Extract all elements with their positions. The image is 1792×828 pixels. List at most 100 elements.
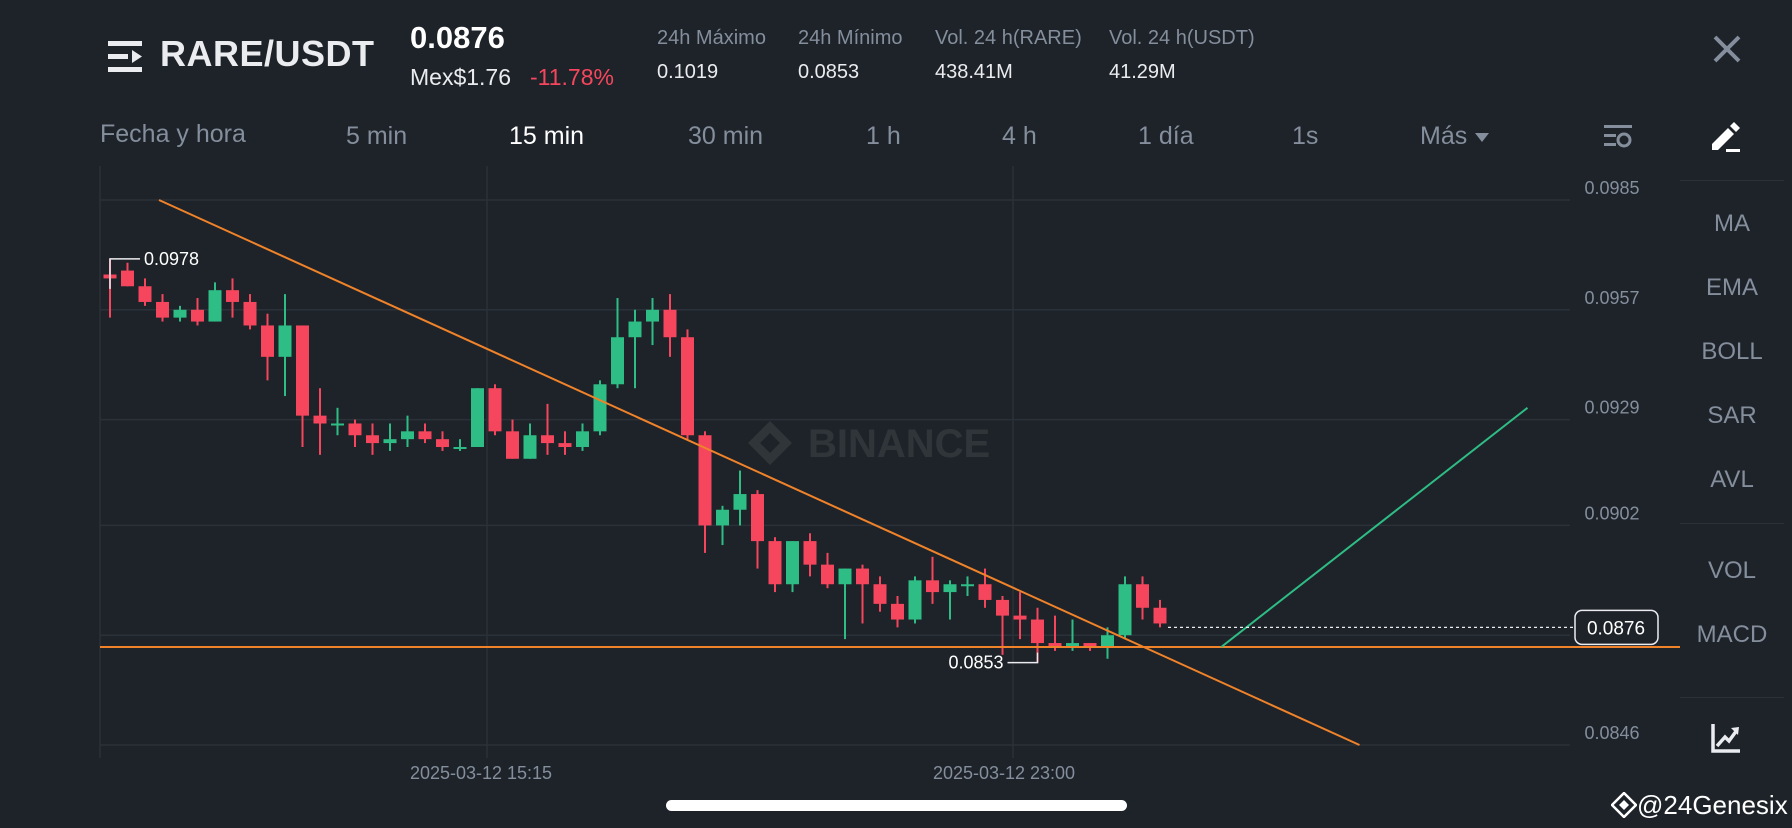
candle-down[interactable] bbox=[506, 419, 519, 459]
trading-pair[interactable]: RARE/USDT bbox=[160, 33, 375, 74]
candle-down[interactable] bbox=[996, 596, 1009, 655]
candle-body bbox=[891, 603, 904, 620]
candle-down[interactable] bbox=[418, 423, 432, 444]
chart-settings-icon[interactable] bbox=[1603, 121, 1633, 151]
candle-down[interactable] bbox=[768, 537, 782, 593]
candle-down[interactable] bbox=[1136, 576, 1149, 620]
menu-lines-icon[interactable] bbox=[106, 37, 144, 75]
candle-down[interactable] bbox=[488, 384, 502, 436]
drawing-pen-icon[interactable] bbox=[1708, 120, 1742, 154]
stat-label-24h-low: 24h Mínimo bbox=[798, 27, 903, 49]
tab-1day[interactable]: 1 día bbox=[1138, 122, 1194, 150]
candle-up[interactable] bbox=[943, 580, 957, 620]
candle-body bbox=[646, 309, 659, 322]
candle-up[interactable] bbox=[838, 568, 852, 640]
candle-body bbox=[208, 290, 222, 322]
candle-up[interactable] bbox=[786, 541, 799, 593]
candle-down[interactable] bbox=[348, 419, 362, 448]
tab-4h[interactable]: 4 h bbox=[1002, 122, 1037, 150]
candle-down[interactable] bbox=[558, 431, 572, 455]
candle-up[interactable] bbox=[1101, 627, 1114, 659]
candle-up[interactable] bbox=[471, 388, 484, 448]
candle-down[interactable] bbox=[138, 278, 152, 306]
candle-down[interactable] bbox=[296, 325, 309, 448]
candle-down[interactable] bbox=[873, 576, 887, 612]
candle-down[interactable] bbox=[156, 294, 169, 322]
candle-up[interactable] bbox=[331, 407, 344, 436]
tab-30min[interactable]: 30 min bbox=[688, 122, 764, 150]
candle-up[interactable] bbox=[383, 423, 397, 451]
candle-down[interactable] bbox=[191, 298, 204, 326]
candle-up[interactable] bbox=[961, 576, 974, 597]
candle-down[interactable] bbox=[681, 329, 694, 440]
candle-up[interactable] bbox=[908, 576, 922, 624]
candle-up[interactable] bbox=[453, 439, 467, 451]
stat-label-vol-usdt: Vol. 24 h(USDT) bbox=[1109, 27, 1255, 49]
candle-down[interactable] bbox=[1048, 615, 1062, 651]
watermark-handle: @24Genesix bbox=[1610, 790, 1788, 821]
projection-line[interactable] bbox=[1220, 407, 1529, 648]
candle-down[interactable] bbox=[121, 262, 134, 287]
candle-body bbox=[663, 309, 677, 338]
indicator-avl[interactable]: AVL bbox=[1710, 466, 1754, 493]
chart-trend-icon[interactable] bbox=[1710, 722, 1742, 754]
binance-logo-icon bbox=[1610, 791, 1638, 819]
indicator-macd[interactable]: MACD bbox=[1696, 621, 1768, 648]
home-indicator bbox=[666, 800, 1127, 811]
downtrend-line[interactable] bbox=[158, 199, 1360, 746]
candle-body bbox=[1101, 635, 1114, 647]
indicator-ma[interactable]: MA bbox=[1714, 210, 1750, 237]
candle-body bbox=[471, 388, 484, 448]
candle-body bbox=[138, 286, 152, 302]
candle-down[interactable] bbox=[1153, 599, 1167, 628]
stat-label-vol-rare: Vol. 24 h(RARE) bbox=[935, 27, 1082, 49]
indicator-vol[interactable]: VOL bbox=[1707, 557, 1757, 584]
candle-up[interactable] bbox=[593, 380, 607, 436]
candle-down[interactable] bbox=[541, 403, 554, 455]
candle-down[interactable] bbox=[926, 556, 939, 604]
indicator-boll[interactable]: BOLL bbox=[1701, 338, 1763, 365]
candle-down[interactable] bbox=[891, 596, 904, 628]
candle-down[interactable] bbox=[698, 431, 712, 553]
close-icon[interactable] bbox=[1710, 32, 1744, 66]
tab-date-time[interactable]: Fecha y hora bbox=[100, 120, 246, 148]
candle-down[interactable] bbox=[243, 294, 257, 330]
candle-down[interactable] bbox=[366, 423, 379, 455]
tab-1s[interactable]: 1s bbox=[1292, 122, 1319, 150]
low-annotation: 0.0853 bbox=[948, 653, 1003, 673]
indicator-ema[interactable]: EMA bbox=[1705, 274, 1758, 301]
candle-body bbox=[733, 494, 747, 510]
candle-up[interactable] bbox=[401, 415, 414, 448]
candle-up[interactable] bbox=[1066, 619, 1079, 651]
candle-up[interactable] bbox=[278, 294, 292, 397]
candle-down[interactable] bbox=[663, 294, 677, 357]
candle-up[interactable] bbox=[576, 423, 589, 451]
tab-1h[interactable]: 1 h bbox=[866, 122, 901, 150]
candle-up[interactable] bbox=[523, 423, 537, 459]
candle-down[interactable] bbox=[436, 431, 449, 451]
candle-up[interactable] bbox=[173, 305, 187, 322]
candle-up[interactable] bbox=[1118, 576, 1132, 640]
candle-down[interactable] bbox=[313, 388, 327, 455]
candle-up[interactable] bbox=[208, 282, 222, 322]
indicator-sar[interactable]: SAR bbox=[1707, 402, 1757, 429]
tab-15min[interactable]: 15 min bbox=[509, 122, 585, 150]
candle-up[interactable] bbox=[733, 470, 747, 526]
candle-down[interactable] bbox=[803, 533, 817, 577]
candle-up[interactable] bbox=[628, 309, 642, 389]
candle-up[interactable] bbox=[611, 298, 624, 389]
candle-down[interactable] bbox=[751, 490, 764, 569]
candle-body bbox=[996, 599, 1009, 616]
candle-down[interactable] bbox=[856, 564, 869, 624]
candle-down[interactable] bbox=[261, 313, 274, 381]
candle-down[interactable] bbox=[1013, 592, 1027, 640]
candle-body bbox=[296, 325, 309, 416]
candle-up[interactable] bbox=[716, 505, 729, 546]
tab-5min[interactable]: 5 min bbox=[346, 122, 408, 150]
candle-body bbox=[943, 584, 957, 593]
candle-down[interactable] bbox=[226, 278, 239, 318]
candle-down[interactable] bbox=[821, 552, 834, 589]
tab-more[interactable]: Más bbox=[1420, 122, 1490, 151]
candle-up[interactable] bbox=[646, 298, 659, 346]
